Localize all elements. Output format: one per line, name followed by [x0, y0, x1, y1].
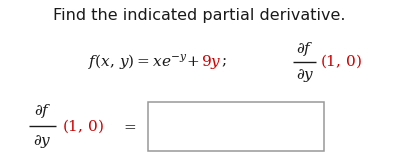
Text: $=$: $=$ [120, 119, 136, 134]
Text: $\partial y$: $\partial y$ [296, 67, 314, 84]
Text: $9y$: $9y$ [201, 53, 222, 71]
Text: $\partial y$: $\partial y$ [33, 133, 52, 150]
Text: $f(x,\,y) = xe^{-y}\! +\! $: $f(x,\,y) = xe^{-y}\! +\! $ [88, 52, 200, 71]
Text: Find the indicated partial derivative.: Find the indicated partial derivative. [53, 8, 346, 23]
Text: $\partial f$: $\partial f$ [34, 102, 51, 120]
Text: $(1,\,0)$: $(1,\,0)$ [61, 117, 104, 135]
Text: $(1,\,0)$: $(1,\,0)$ [320, 53, 362, 70]
Text: $;$: $;$ [221, 54, 226, 69]
Text: $\partial f$: $\partial f$ [296, 40, 314, 58]
FancyBboxPatch shape [148, 101, 324, 151]
